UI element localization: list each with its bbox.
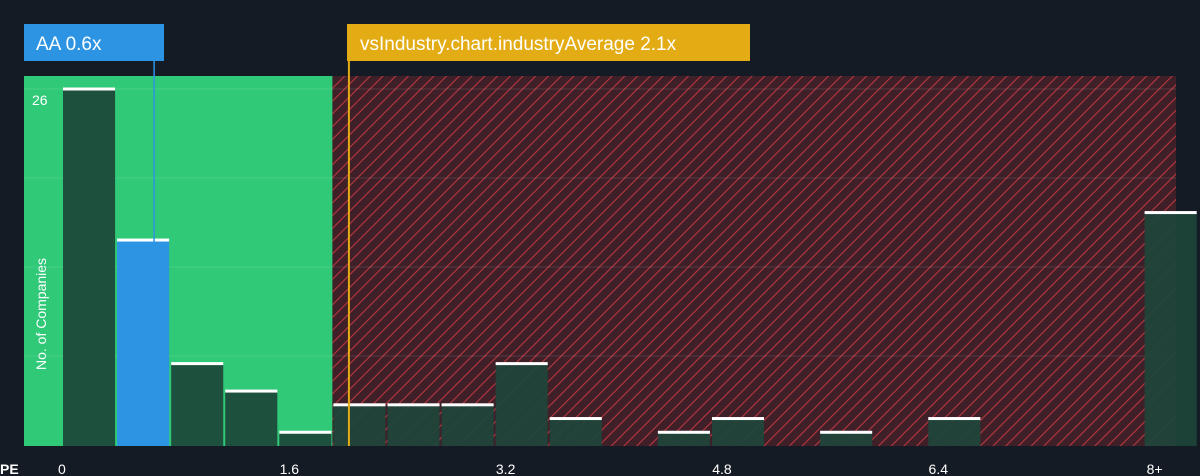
x-tick-label: 3.2 xyxy=(496,461,516,476)
bar-cap xyxy=(549,417,602,421)
overvalued-zone-hatch xyxy=(332,76,1176,446)
histogram-bar xyxy=(657,432,710,446)
bar-cap xyxy=(63,87,116,91)
x-tick-label: 0 xyxy=(58,461,66,476)
bar-cap xyxy=(495,362,548,366)
bar-cap xyxy=(820,430,873,434)
x-tick-label: 6.4 xyxy=(929,461,949,476)
bar-cap xyxy=(1144,211,1197,215)
company-callout-label: AA 0.6x xyxy=(36,34,102,55)
company-callout: AA 0.6x xyxy=(24,24,164,61)
bar-cap xyxy=(279,430,332,434)
bar-cap xyxy=(387,403,440,407)
industry-average-callout-label: vsIndustry.chart.industryAverage 2.1x xyxy=(360,34,677,55)
histogram-bar xyxy=(225,391,278,446)
histogram-bar xyxy=(495,363,548,446)
histogram-bar xyxy=(928,418,981,446)
industry-average-callout: vsIndustry.chart.industryAverage 2.1x xyxy=(347,24,750,61)
histogram-bar xyxy=(279,432,332,446)
histogram-bar xyxy=(387,404,440,446)
x-tick-label: 4.8 xyxy=(712,461,732,476)
bar-cap xyxy=(928,417,981,421)
histogram-bar xyxy=(333,404,386,446)
bar-cap xyxy=(171,362,224,366)
x-tick-labels: 0 1.6 3.2 4.8 6.4 8+ xyxy=(58,461,1163,476)
histogram-bar xyxy=(549,418,602,446)
company-bar xyxy=(117,240,170,446)
bar-cap xyxy=(441,403,494,407)
gridlines xyxy=(24,88,1176,357)
histogram-bar xyxy=(63,89,116,446)
histogram-bar xyxy=(1144,212,1197,446)
x-tick-label: 1.6 xyxy=(280,461,300,476)
histogram-bar xyxy=(441,404,494,446)
y-tick-label: 26 xyxy=(32,92,48,108)
bars xyxy=(63,87,1197,446)
industry-average-callout-box xyxy=(347,24,750,61)
histogram-bar xyxy=(171,363,224,446)
histogram-bar xyxy=(820,432,873,446)
bar-cap xyxy=(711,417,765,421)
bar-cap xyxy=(117,238,170,242)
company-callout-box xyxy=(24,24,164,61)
x-tick-label: 8+ xyxy=(1147,461,1163,476)
y-axis-title: No. of Companies xyxy=(33,258,49,370)
bar-cap xyxy=(333,403,386,407)
bar-cap xyxy=(225,389,278,393)
bar-cap xyxy=(657,430,710,434)
histogram-bar xyxy=(711,418,765,446)
x-axis-title: PE xyxy=(0,461,19,476)
